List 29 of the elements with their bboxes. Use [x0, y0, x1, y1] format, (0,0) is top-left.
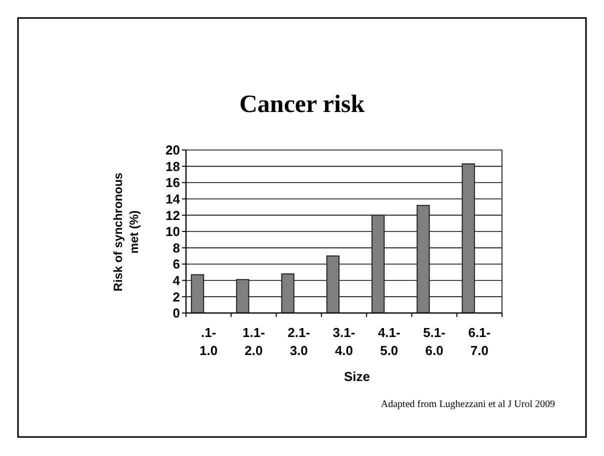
y-tick-label: 20 — [166, 142, 180, 158]
x-tick-label: 6.1- 7.0 — [468, 325, 491, 358]
x-tick-label: 1.1- 2.0 — [242, 325, 265, 358]
x-tick-label: 4.1- 5.0 — [378, 325, 400, 358]
bar — [236, 279, 250, 314]
x-axis-title: Size — [344, 369, 370, 384]
y-tick-label: 4 — [172, 272, 181, 288]
y-tick-label: 14 — [166, 191, 181, 206]
y-axis-title: Risk of synchronous met (%) — [111, 172, 141, 292]
x-tick-label: 2.1- 3.0 — [288, 325, 310, 358]
bar — [281, 273, 294, 314]
y-tick-label: 10 — [166, 224, 180, 240]
chart-title: Cancer risk — [239, 91, 365, 118]
y-tick-label: 12 — [166, 208, 180, 223]
y-tick-label: 0 — [172, 306, 180, 321]
x-tick-label: 3.1- 4.0 — [332, 325, 356, 358]
bar — [462, 163, 475, 314]
x-tick-label: .1- 1.0 — [200, 325, 218, 358]
y-tick-label: 16 — [166, 175, 180, 190]
y-tick-label: 6 — [172, 256, 180, 272]
bar — [371, 214, 385, 314]
x-tick-label: 5.1- 6.0 — [423, 325, 446, 358]
y-tick-label: 18 — [166, 158, 180, 174]
text: Adapted from Lughezzani et al J Urol 2009 — [380, 399, 555, 410]
bar — [416, 204, 430, 314]
y-tick-label: 8 — [172, 240, 180, 256]
y-tick-label: 2 — [172, 289, 180, 304]
bar — [190, 274, 204, 314]
bar — [326, 255, 340, 314]
